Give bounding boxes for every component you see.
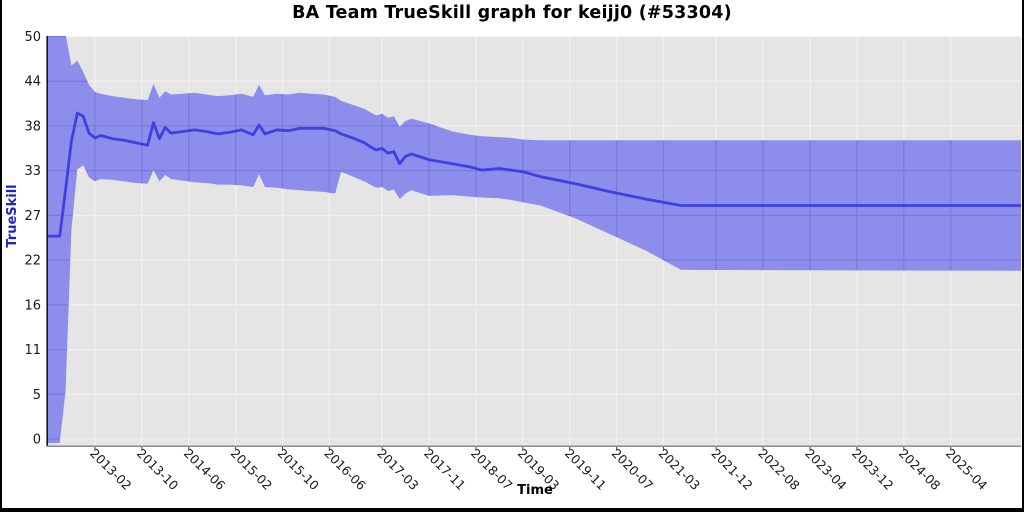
y-tick-label: 0 bbox=[33, 433, 41, 448]
y-tick-label: 5 bbox=[33, 388, 41, 403]
skill-line bbox=[48, 111, 1021, 238]
confidence-band bbox=[48, 36, 1021, 443]
y-tick-label: 27 bbox=[24, 209, 41, 224]
y-tick-label: 38 bbox=[24, 119, 41, 134]
y-tick-label: 33 bbox=[24, 164, 41, 179]
x-axis-label: Time bbox=[517, 483, 553, 498]
x-tick-marks bbox=[94, 447, 952, 451]
chart-title: BA Team TrueSkill graph for keijj0 (#533… bbox=[292, 3, 732, 23]
y-tick-label: 50 bbox=[24, 30, 41, 45]
y-tick-label: 11 bbox=[24, 343, 41, 358]
y-axis-label: TrueSkill bbox=[5, 184, 20, 248]
y-tick-label: 22 bbox=[24, 254, 41, 269]
y-tick-label: 16 bbox=[24, 298, 41, 313]
y-tick-label: 44 bbox=[24, 75, 41, 90]
